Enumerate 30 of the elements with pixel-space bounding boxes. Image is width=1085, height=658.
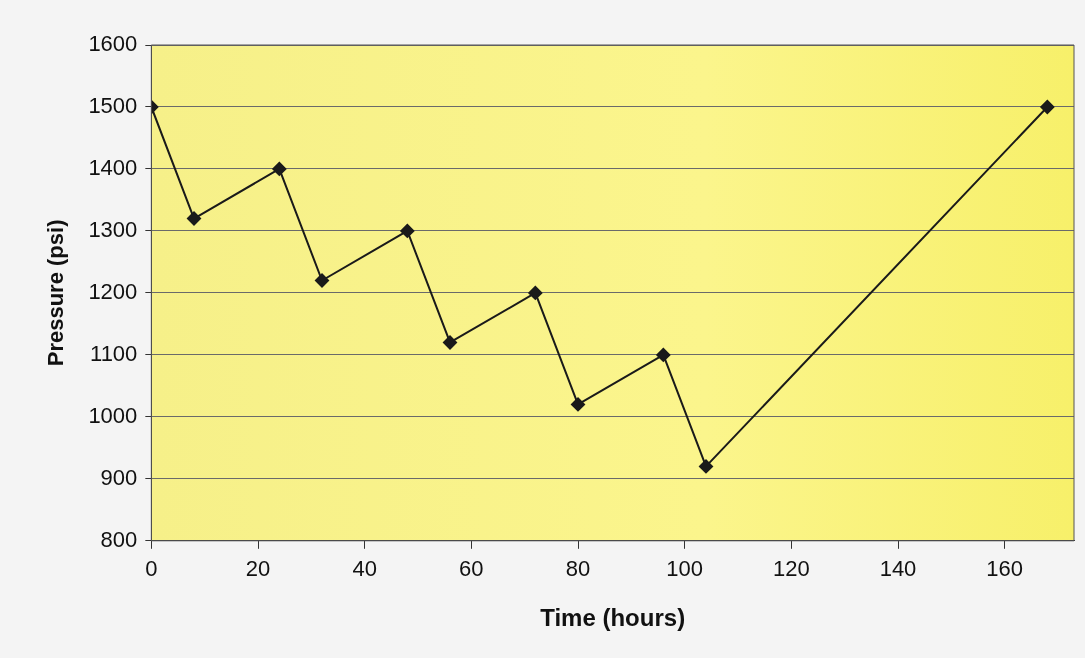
point [1040, 99, 1055, 114]
point [443, 335, 458, 350]
y-tick-label: 1600 [88, 31, 138, 57]
x-tick-label: 100 [666, 556, 704, 582]
point [400, 223, 415, 238]
x-tick-label: 80 [565, 556, 591, 582]
y-tick-label: 1100 [90, 340, 138, 366]
point [272, 161, 287, 176]
y-tick-label: 1400 [88, 155, 138, 181]
x-tick-label: 120 [772, 556, 810, 582]
point [528, 285, 543, 300]
x-tick-label: 140 [879, 556, 917, 582]
y-tick-label: 1200 [88, 278, 138, 304]
y-tick-label: 900 [100, 464, 138, 490]
x-tick-label: 40 [352, 556, 377, 582]
x-tick-label: 0 [145, 556, 158, 582]
point [315, 273, 330, 288]
y-tick-label: 1500 [88, 93, 138, 119]
point [187, 211, 202, 226]
x-tick-label: 60 [459, 556, 484, 582]
y-axis-title: Pressure (psi) [43, 219, 69, 367]
y-tick-label: 1000 [88, 402, 138, 428]
point [656, 347, 671, 362]
x-tick-label: 20 [245, 556, 271, 582]
y-tick-label: 800 [100, 526, 138, 552]
x-axis-title: Time (hours) [540, 604, 686, 632]
point [571, 397, 585, 412]
y-tick-label: 1300 [88, 216, 138, 242]
point [699, 459, 713, 474]
x-tick-label: 160 [986, 556, 1024, 582]
